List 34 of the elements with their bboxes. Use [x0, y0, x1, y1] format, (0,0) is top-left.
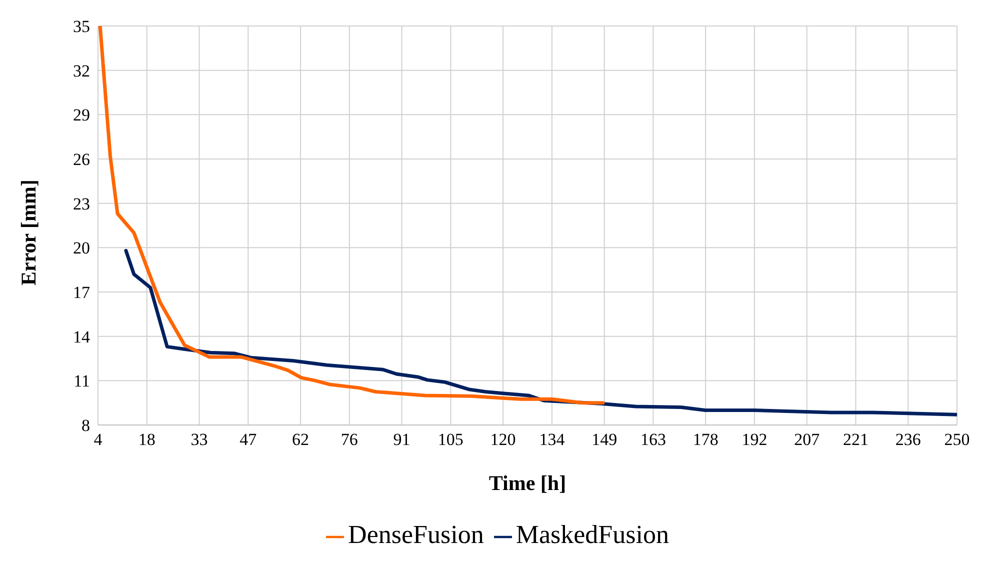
x-tick-label: 18	[138, 430, 156, 450]
x-tick-label: 163	[640, 430, 666, 450]
y-tick-label: 23	[73, 194, 90, 214]
y-tick-label: 17	[73, 283, 90, 302]
legend-label: MaskedFusion	[516, 520, 669, 549]
x-tick-label: 250	[944, 430, 970, 450]
y-tick-label: 14	[73, 327, 90, 346]
x-tick-label: 47	[240, 430, 258, 450]
x-tick-label: 178	[692, 430, 718, 450]
x-tick-label: 33	[190, 430, 208, 450]
legend-label: DenseFusion	[348, 520, 484, 549]
y-tick-label: 26	[73, 150, 90, 170]
y-tick-label: 35	[73, 17, 90, 36]
x-tick-label: 221	[842, 430, 868, 450]
y-tick-label: 11	[74, 372, 90, 391]
y-tick-label: 8	[82, 416, 90, 436]
x-tick-label: 62	[292, 430, 310, 450]
line-series	[124, 248, 957, 416]
x-tick-label: 4	[94, 430, 103, 450]
x-tick-label: 149	[592, 430, 618, 450]
y-tick-label: 32	[73, 61, 90, 80]
y-tick-label: 29	[73, 106, 90, 125]
x-tick-label: 76	[340, 430, 358, 450]
y-axis-title: Error [mm]	[16, 180, 40, 286]
x-tick-label: 91	[393, 430, 410, 450]
x-tick-label: 236	[895, 430, 921, 450]
x-axis-title: Time [h]	[488, 471, 566, 495]
x-tick-label: 134	[539, 430, 566, 450]
y-tick-label: 20	[73, 238, 90, 258]
x-tick-label: 105	[438, 430, 464, 450]
x-tick-label: 207	[794, 430, 820, 450]
x-tick-label: 192	[742, 430, 768, 450]
line-series	[98, 26, 605, 405]
x-tick-label: 120	[490, 430, 516, 450]
